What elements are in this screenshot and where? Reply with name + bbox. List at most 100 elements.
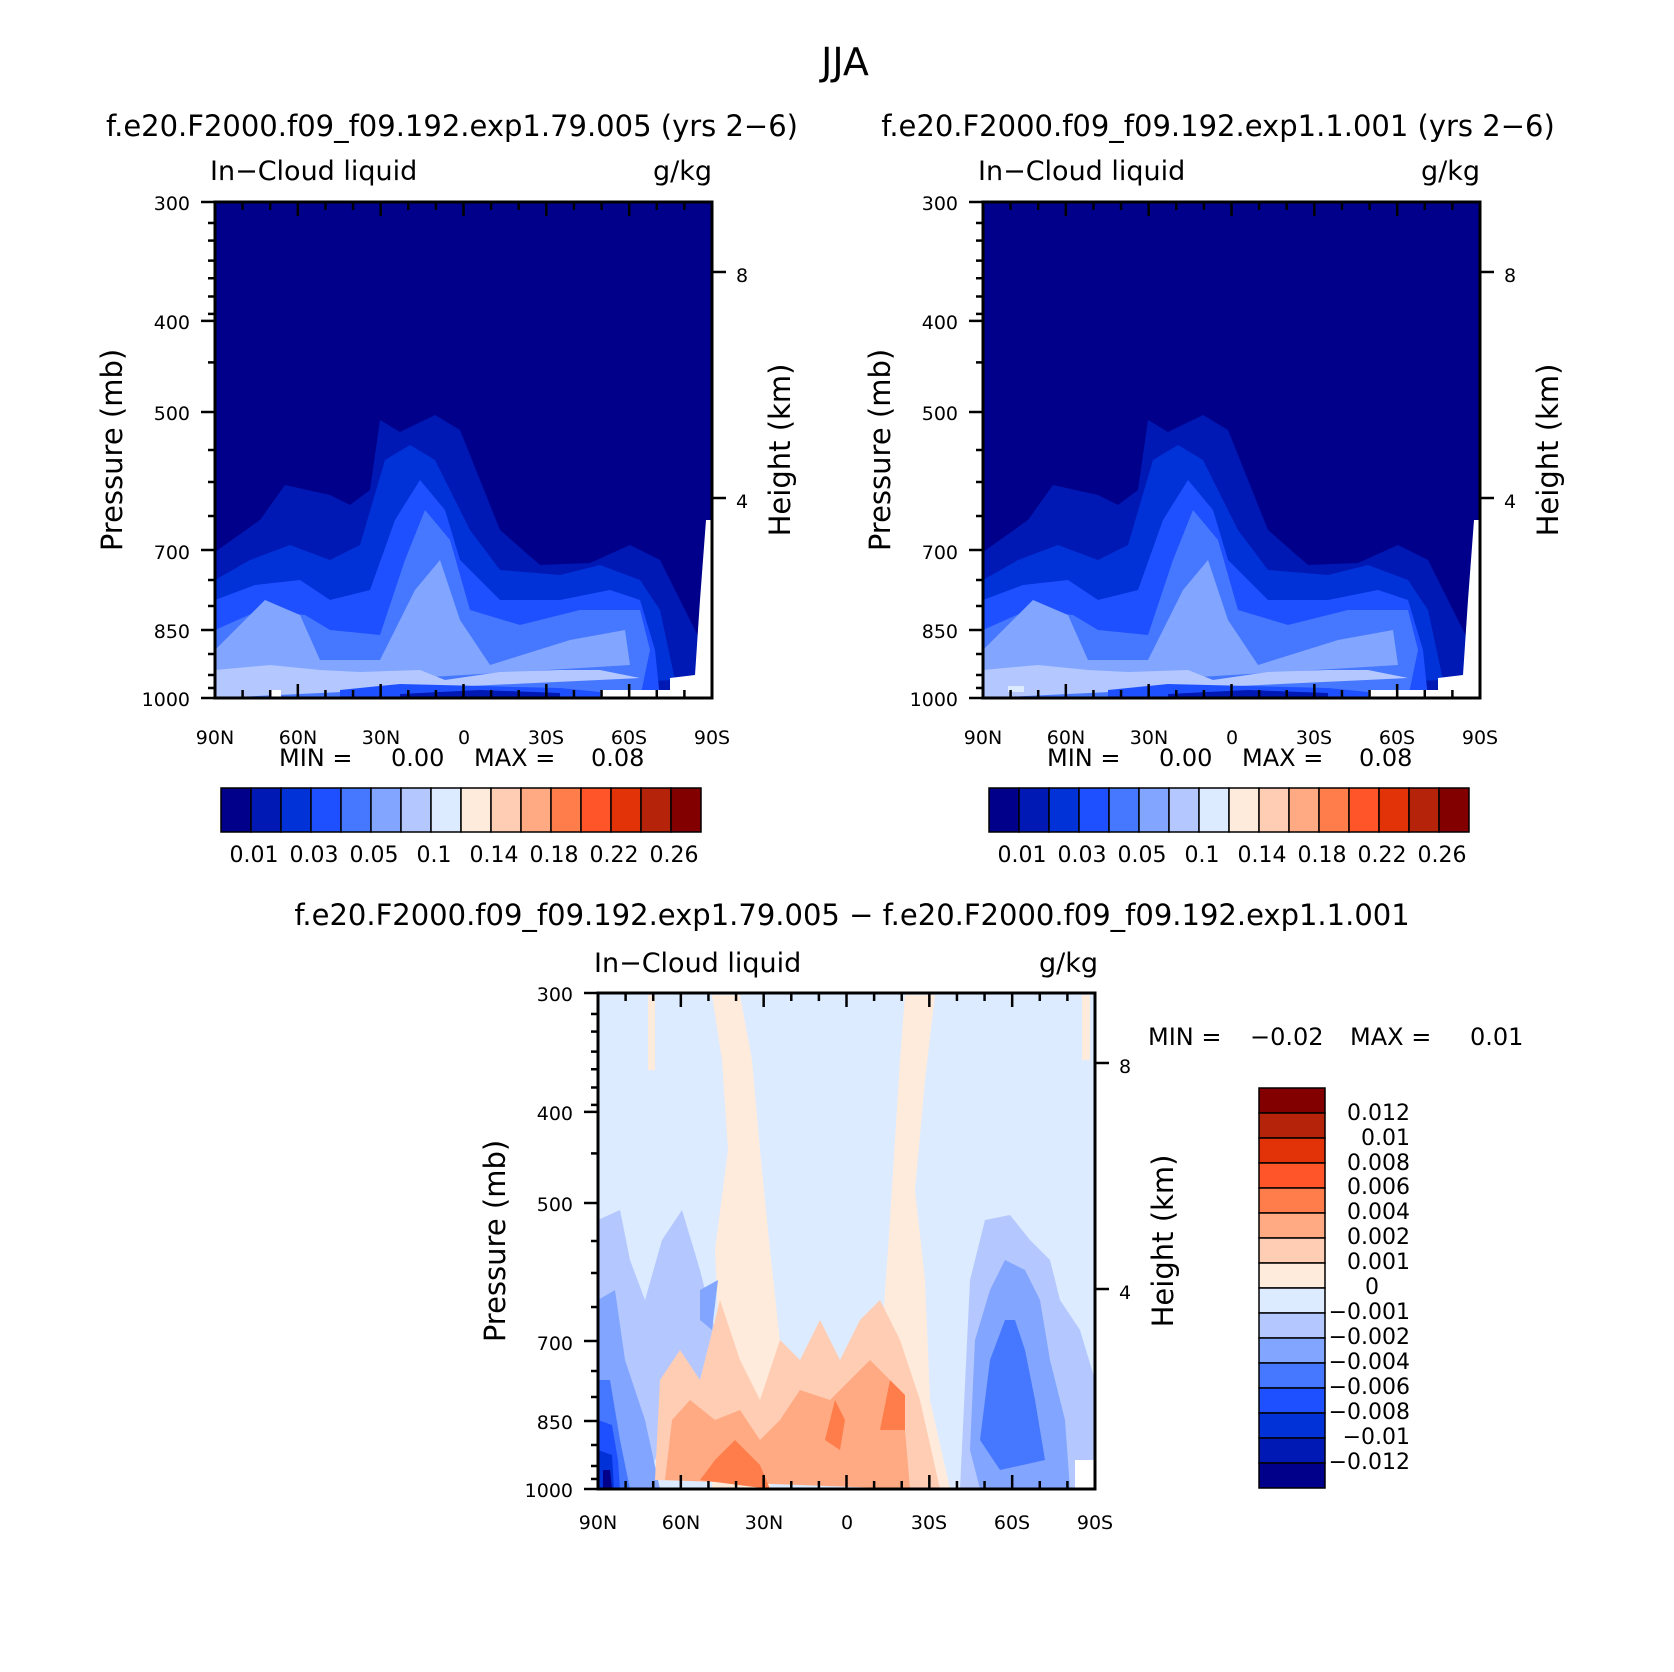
colorbar-swatch (460, 787, 492, 833)
y-axis-label: Pressure (mb) (478, 1140, 512, 1342)
axis-ticks (201, 200, 726, 700)
colorbar-swatch (1108, 787, 1140, 833)
colorbar-swatch (1258, 1162, 1326, 1189)
colorbar-label: 0.01 (230, 843, 279, 868)
colorbar-label: −0.002 (1329, 1325, 1410, 1350)
y-tick-label: 500 (154, 403, 190, 425)
y-right-axis-label: Height (km) (1146, 1155, 1180, 1328)
x-tick-label: 60S (611, 727, 647, 749)
y-tick-label: 850 (537, 1412, 573, 1434)
y-tick-label: 300 (537, 984, 573, 1006)
y-right-axis-label: Height (km) (1531, 364, 1565, 537)
y-right-tick-label: 4 (736, 491, 748, 513)
y-tick-label: 400 (922, 312, 958, 334)
colorbar-swatch (988, 787, 1020, 833)
y-tick-label: 300 (154, 193, 190, 215)
x-tick-label: 0 (458, 727, 470, 749)
min-value: 0.00 (1159, 744, 1212, 772)
x-tick-label: 30S (911, 1512, 947, 1534)
panel-2: f.e20.F2000.f09_f09.192.exp1.1.001 (yrs … (863, 109, 1565, 868)
y-tick-label: 500 (537, 1194, 573, 1216)
y-right-tick-label: 8 (736, 265, 748, 287)
contour-field (598, 993, 1095, 1489)
colorbar-label: −0.001 (1329, 1300, 1410, 1325)
x-tick-label: 90N (964, 727, 1002, 749)
min-value: −0.02 (1250, 1023, 1324, 1051)
y-tick-label: 400 (154, 312, 190, 334)
colorbar-swatch (220, 787, 252, 833)
x-tick-label: 30N (1130, 727, 1168, 749)
min-label: MIN = (279, 744, 352, 772)
panel-1: f.e20.F2000.f09_f09.192.exp1.79.005 (yrs… (95, 109, 798, 868)
min-label: MIN = (1047, 744, 1120, 772)
colorbar-label: 0.22 (1358, 843, 1407, 868)
colorbar-swatch (490, 787, 522, 833)
colorbar-swatch (1258, 1137, 1326, 1164)
colorbar-swatch (1258, 1412, 1326, 1439)
colorbar-swatch (1318, 787, 1350, 833)
colorbar-swatch (310, 787, 342, 833)
colorbar-swatch (1258, 1262, 1326, 1289)
colorbar-label: 0.001 (1347, 1250, 1410, 1275)
x-tick-label: 30S (528, 727, 564, 749)
colorbar-swatch (640, 787, 672, 833)
colorbar-label: 0.006 (1347, 1175, 1410, 1200)
colorbar-swatch (1258, 1212, 1326, 1239)
run-label: f.e20.F2000.f09_f09.192.exp1.1.001 (yrs … (881, 109, 1555, 143)
x-tick-label: 90S (694, 727, 730, 749)
colorbar-swatch (1288, 787, 1320, 833)
colorbar-swatch (1138, 787, 1170, 833)
field-title: In−Cloud liquid (978, 156, 1185, 187)
run-label: f.e20.F2000.f09_f09.192.exp1.79.005 (yrs… (106, 109, 798, 143)
max-label: MAX = (474, 744, 555, 772)
contour-field (983, 202, 1480, 698)
y-tick-label: 300 (922, 193, 958, 215)
colorbar (988, 787, 1470, 833)
max-value: 0.08 (1359, 744, 1412, 772)
y-right-tick-label: 4 (1119, 1282, 1131, 1304)
y-tick-label: 400 (537, 1103, 573, 1125)
colorbar-label: 0.01 (1361, 1126, 1410, 1151)
colorbar-swatch (250, 787, 282, 833)
colorbar-swatch (1198, 787, 1230, 833)
y-tick-label: 700 (154, 542, 190, 564)
colorbar-swatch (1378, 787, 1410, 833)
x-tick-label: 30S (1296, 727, 1332, 749)
colorbar-label: 0.002 (1347, 1225, 1410, 1250)
y-tick-label: 700 (537, 1333, 573, 1355)
colorbar-swatch (1438, 787, 1470, 833)
colorbar-label: 0.03 (290, 843, 339, 868)
y-tick-label: 850 (154, 621, 190, 643)
colorbar-label: 0.14 (470, 843, 519, 868)
colorbar-swatch (1258, 1237, 1326, 1264)
y-tick-label: 1000 (525, 1480, 573, 1502)
colorbar-swatch (1258, 1362, 1326, 1389)
colorbar-label: 0.012 (1347, 1101, 1410, 1126)
colorbar-label: −0.004 (1329, 1350, 1410, 1375)
colorbar-label: 0 (1365, 1275, 1379, 1300)
run-label: f.e20.F2000.f09_f09.192.exp1.79.005 − f.… (294, 898, 1409, 932)
colorbar-swatch (370, 787, 402, 833)
colorbar-swatch (550, 787, 582, 833)
colorbar-label: 0.05 (1118, 843, 1167, 868)
colorbar-label: 0.22 (590, 843, 639, 868)
x-tick-label: 60N (1047, 727, 1085, 749)
y-right-axis-label: Height (km) (763, 364, 797, 537)
min-label: MIN = (1148, 1023, 1221, 1051)
colorbar-swatch (1408, 787, 1440, 833)
colorbar-swatch (280, 787, 312, 833)
units-label: g/kg (1421, 156, 1480, 187)
colorbar-label: 0.18 (530, 843, 579, 868)
figure-title: JJA (819, 40, 869, 84)
x-tick-label: 90N (196, 727, 234, 749)
colorbar-label: 0.26 (1418, 843, 1467, 868)
colorbar-swatch (1348, 787, 1380, 833)
min-value: 0.00 (391, 744, 444, 772)
field-title: In−Cloud liquid (210, 156, 417, 187)
x-tick-label: 0 (1226, 727, 1238, 749)
colorbar-swatch (1258, 1187, 1326, 1214)
y-tick-label: 500 (922, 403, 958, 425)
colorbar-label: 0.008 (1347, 1151, 1410, 1176)
y-tick-label: 1000 (142, 689, 190, 711)
